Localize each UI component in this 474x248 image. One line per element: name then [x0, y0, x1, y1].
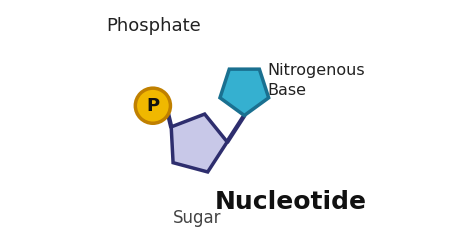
Text: P: P [146, 97, 159, 115]
Polygon shape [171, 114, 227, 172]
Circle shape [135, 88, 171, 123]
Text: Nucleotide: Nucleotide [215, 190, 367, 214]
Polygon shape [220, 69, 269, 116]
Text: Sugar: Sugar [173, 209, 221, 227]
Text: Phosphate: Phosphate [107, 17, 201, 35]
Text: Nitrogenous
Base: Nitrogenous Base [267, 63, 365, 97]
